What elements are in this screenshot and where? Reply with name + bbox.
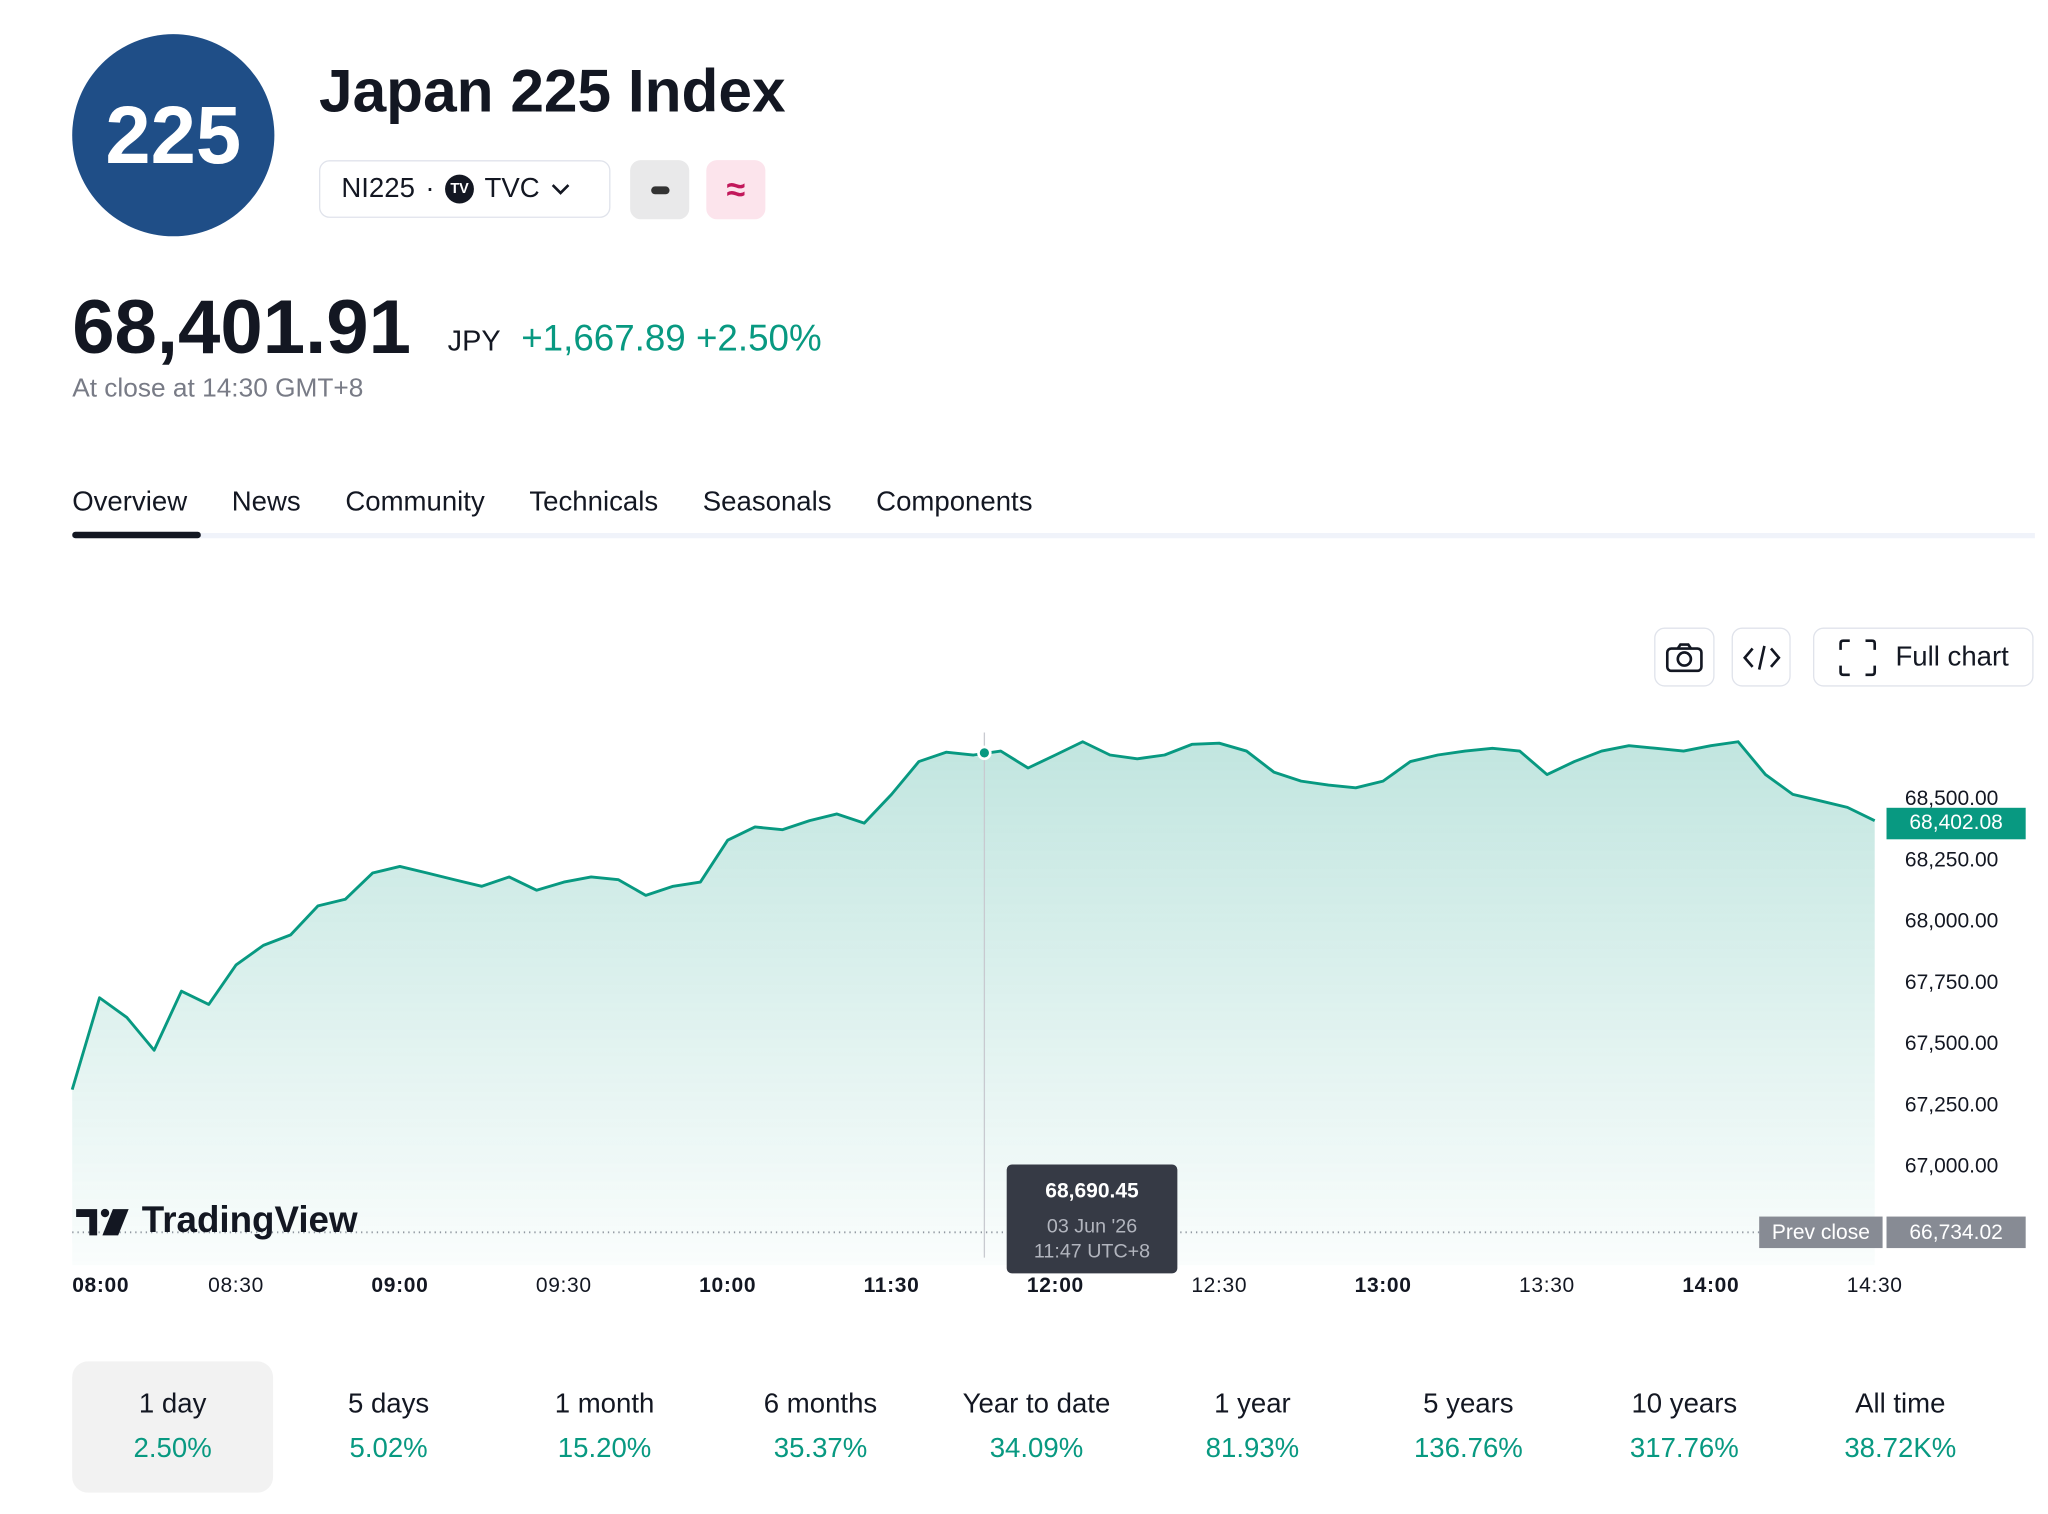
period-label: Year to date: [962, 1388, 1111, 1420]
exchange-icon: TV: [445, 174, 474, 204]
area-fill: [72, 741, 1875, 1266]
snapshot-button[interactable]: [1654, 627, 1715, 687]
period-change: 136.76%: [1413, 1433, 1523, 1464]
price: 68,401.91: [72, 284, 411, 371]
period[interactable]: Year to date 34.09%: [936, 1361, 1137, 1492]
price-line: [70, 740, 1876, 1091]
y-tick-label: 68,500.00: [1905, 787, 1998, 810]
tab[interactable]: News: [231, 487, 301, 518]
period-label: All time: [1855, 1388, 1946, 1420]
period-label: 6 months: [763, 1388, 878, 1420]
logo: 225: [72, 34, 275, 237]
tab[interactable]: Technicals: [529, 487, 659, 518]
period[interactable]: 5 years 136.76%: [1368, 1361, 1569, 1492]
period-change: 15.20%: [557, 1433, 652, 1464]
period-label: 5 years: [1423, 1388, 1514, 1420]
watermark-dot: [100, 1208, 110, 1218]
symbol-chip[interactable]: NI225 · TV TVC: [319, 160, 611, 218]
prev-close-box: [1886, 1216, 2026, 1249]
y-tick-label: 68,000.00: [1905, 910, 1998, 933]
period-change: 38.72K%: [1844, 1433, 1957, 1464]
period-label: 1 year: [1214, 1388, 1291, 1420]
period-change: 317.76%: [1629, 1433, 1739, 1464]
period-change: 5.02%: [349, 1433, 428, 1464]
x-tick-label: 12:00: [1027, 1274, 1084, 1297]
y-tick-label: 67,250.00: [1905, 1093, 1998, 1116]
period[interactable]: 1 day 2.50%: [72, 1361, 274, 1493]
x-tick-label: 11:30: [864, 1274, 920, 1297]
period-change: 2.50%: [133, 1433, 212, 1464]
last-value-box: [1886, 807, 2026, 840]
tab[interactable]: Overview: [72, 487, 188, 518]
fullscreen-icon: [1839, 638, 1876, 676]
period-label: 5 days: [347, 1388, 430, 1420]
x-tick-label: 14:00: [1682, 1274, 1739, 1297]
period[interactable]: All time 38.72K%: [1800, 1361, 2001, 1492]
period-change: 81.93%: [1205, 1433, 1300, 1464]
tooltip-time: 11:47 UTC+8: [1034, 1241, 1150, 1263]
prev-close-tag: [1759, 1216, 1883, 1249]
period-label: 1 day: [138, 1388, 207, 1420]
code-icon: [1742, 644, 1780, 670]
embed-button[interactable]: [1731, 627, 1791, 687]
tab[interactable]: Community: [345, 487, 485, 518]
flag-pink[interactable]: ≈: [706, 160, 766, 220]
period-change: 35.37%: [773, 1433, 868, 1464]
period[interactable]: 1 year 81.93%: [1152, 1361, 1353, 1492]
x-tick-label: 08:00: [72, 1274, 129, 1297]
period-label: 10 years: [1631, 1388, 1738, 1420]
change: +1,667.89 +2.50%: [521, 318, 821, 360]
status: At close at 14:30 GMT+8: [72, 374, 364, 404]
period[interactable]: 10 years 317.76%: [1584, 1361, 1785, 1492]
x-tick-label: 14:30: [1847, 1274, 1903, 1297]
x-tick-label: 13:30: [1519, 1274, 1575, 1297]
exchange: TVC: [484, 173, 540, 204]
period[interactable]: 6 months 35.37%: [720, 1361, 921, 1492]
x-tick-label: 12:30: [1191, 1274, 1247, 1297]
last-value-label: 68,402.08: [1909, 811, 2002, 834]
period[interactable]: 5 days 5.02%: [288, 1361, 489, 1492]
tab[interactable]: Seasonals: [702, 487, 832, 518]
y-tick-label: 67,500.00: [1905, 1032, 1998, 1055]
flag-gray[interactable]: [630, 160, 690, 220]
chart: 67,000.00 67,250.00 67,500.00 67,750.00 68,0…: [70, 732, 2026, 1297]
x-tick-label: 13:00: [1355, 1274, 1412, 1297]
camera-icon: [1665, 642, 1703, 672]
tooltip-value: 68,690.45: [1045, 1180, 1139, 1203]
change-abs: +1,667.89: [521, 317, 686, 359]
tooltip-box: [1006, 1164, 1178, 1274]
change-pct: +2.50%: [695, 317, 822, 359]
tab-rule: [72, 533, 2035, 539]
watermark: TradingView: [142, 1199, 358, 1240]
period-change: 34.09%: [989, 1433, 1084, 1464]
periods: 1 day 2.50% 5 days 5.02% 1 month 15.20% 6 mont…: [72, 1361, 2016, 1493]
prev-close-name: Prev close: [1772, 1221, 1870, 1244]
currency: JPY: [447, 324, 501, 358]
full-chart-label: Full chart: [1895, 641, 2009, 672]
tooltip-date: 03 Jun '26: [1047, 1216, 1137, 1238]
x-tick-label: 09:00: [371, 1274, 428, 1297]
watermark-logo: [76, 1209, 129, 1236]
chevron: [551, 184, 570, 195]
y-tick-label: 67,000.00: [1905, 1155, 1998, 1178]
separator: ·: [425, 173, 435, 204]
symbol: NI225: [341, 173, 415, 204]
prev-close-label: 66,734.02: [1909, 1221, 2002, 1244]
y-tick-label: 68,250.00: [1905, 848, 1998, 871]
period[interactable]: 1 month 15.20%: [504, 1361, 705, 1492]
x-tick-label: 10:00: [699, 1274, 756, 1297]
x-tick-label: 09:30: [536, 1274, 592, 1297]
title: Japan 225 Index: [319, 56, 786, 125]
tab[interactable]: Components: [876, 487, 1033, 518]
full-chart-button[interactable]: Full chart: [1813, 627, 2034, 687]
x-tick-label: 08:30: [208, 1274, 264, 1297]
y-tick-label: 67,750.00: [1905, 971, 1998, 994]
crosshair-dot: [977, 745, 992, 761]
tabs: Overview News Community Technicals Seasonals…: [72, 487, 1032, 519]
period-label: 1 month: [554, 1388, 655, 1420]
tab-indicator: [72, 531, 201, 539]
